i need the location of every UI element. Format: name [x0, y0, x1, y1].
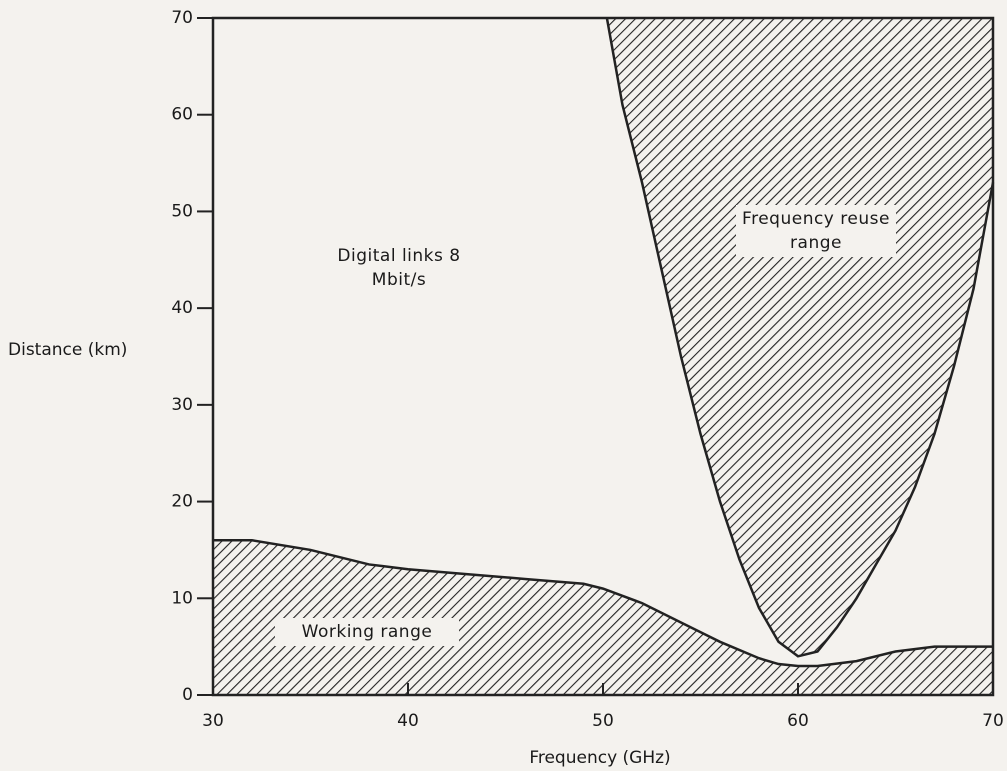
x-axis-label: Frequency (GHz) [529, 748, 670, 768]
x-tick-label: 40 [397, 711, 419, 731]
area-boundary [605, 17, 995, 658]
area-boundary [213, 539, 993, 668]
y-tick-label: 30 [171, 395, 193, 415]
hatch-fill [213, 540, 993, 695]
annotation: Digital links 8 Mbit/s [337, 246, 461, 290]
y-tick-label: 40 [171, 298, 193, 318]
y-tick-label: 10 [171, 588, 193, 608]
y-tick-label: 50 [171, 201, 193, 221]
x-tick-label: 70 [982, 711, 1004, 731]
region-label: Frequency reuse range [736, 205, 896, 257]
y-axis-label: Distance (km) [8, 340, 127, 360]
y-tick-label: 0 [182, 685, 193, 705]
hatch-fill [606, 18, 993, 657]
y-tick-label: 60 [171, 105, 193, 125]
x-tick-label: 50 [592, 711, 614, 731]
x-tick-label: 60 [787, 711, 809, 731]
y-tick-label: 20 [171, 492, 193, 512]
y-tick-label: 70 [171, 8, 193, 28]
x-tick-label: 30 [202, 711, 224, 731]
region-label: Working range [275, 618, 459, 646]
